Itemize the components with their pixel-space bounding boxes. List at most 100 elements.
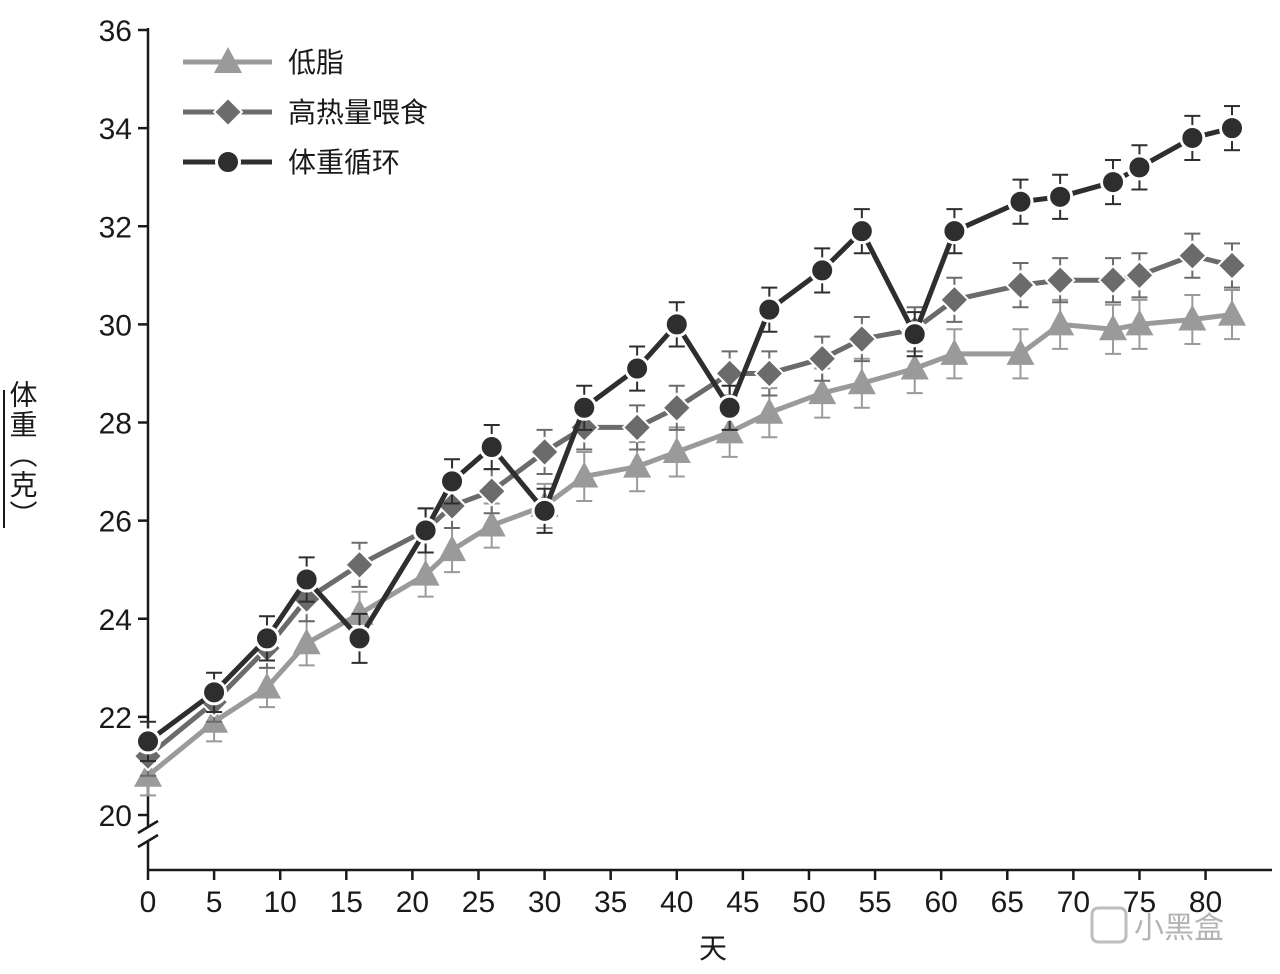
data-point bbox=[623, 451, 652, 478]
series-0 bbox=[134, 289, 1246, 797]
data-point bbox=[756, 296, 783, 323]
data-point bbox=[438, 535, 467, 562]
data-point bbox=[1218, 299, 1246, 326]
x-tick-label: 35 bbox=[594, 886, 627, 919]
data-point bbox=[1219, 115, 1245, 142]
axis-break-mark bbox=[137, 833, 159, 849]
x-tick-label: 0 bbox=[140, 886, 157, 919]
legend-item-2: 体重循环 bbox=[183, 146, 400, 179]
x-tick-label: 50 bbox=[792, 886, 825, 919]
data-point bbox=[662, 436, 691, 463]
legend-item-0: 低脂 bbox=[183, 46, 344, 79]
x-tick-label: 30 bbox=[528, 886, 561, 919]
data-point bbox=[477, 510, 506, 537]
data-point bbox=[624, 355, 651, 382]
legend-item-1: 高热量喂食 bbox=[183, 96, 428, 129]
data-point bbox=[293, 566, 320, 593]
data-point bbox=[570, 461, 599, 488]
legend-marker bbox=[214, 47, 242, 73]
data-point bbox=[716, 394, 743, 421]
x-tick-label: 65 bbox=[991, 886, 1024, 919]
data-point bbox=[529, 436, 560, 468]
y-tick-label: 26 bbox=[99, 506, 132, 539]
x-tick-label: 55 bbox=[858, 886, 891, 919]
x-axis-title: 天 bbox=[699, 932, 727, 965]
data-point bbox=[1097, 264, 1129, 296]
watermark-logo-icon bbox=[1090, 906, 1128, 944]
data-point bbox=[753, 358, 785, 389]
x-tick-label: 10 bbox=[264, 886, 297, 919]
data-point bbox=[201, 679, 228, 706]
data-point bbox=[1046, 309, 1075, 336]
data-point bbox=[846, 323, 878, 355]
y-tick-label: 32 bbox=[99, 211, 132, 244]
data-point bbox=[1176, 240, 1208, 272]
data-point bbox=[252, 672, 281, 699]
data-point bbox=[411, 559, 440, 586]
data-point bbox=[439, 468, 466, 495]
data-point bbox=[848, 218, 875, 245]
data-point bbox=[1179, 124, 1206, 151]
watermark-text: 小黑盒 bbox=[1134, 911, 1224, 946]
data-point bbox=[806, 343, 838, 375]
x-tick-label: 45 bbox=[726, 886, 759, 919]
y-axis-title: 体重（克） bbox=[6, 380, 39, 530]
legend-marker bbox=[212, 96, 244, 128]
data-point bbox=[253, 625, 280, 652]
data-point bbox=[476, 475, 508, 507]
y-tick-label: 30 bbox=[99, 309, 132, 342]
data-point bbox=[1216, 250, 1248, 281]
data-point bbox=[938, 284, 970, 316]
y-tick-label: 24 bbox=[99, 604, 132, 637]
data-point bbox=[940, 338, 969, 365]
y-tick-label: 34 bbox=[99, 113, 132, 146]
y-tick-label: 28 bbox=[99, 408, 132, 441]
x-tick-label: 40 bbox=[660, 886, 693, 919]
legend-label: 体重循环 bbox=[288, 146, 400, 179]
x-tick-label: 70 bbox=[1057, 886, 1090, 919]
data-point bbox=[1044, 264, 1076, 296]
data-point bbox=[1006, 338, 1035, 365]
data-point bbox=[1125, 309, 1154, 336]
data-point bbox=[1178, 304, 1207, 331]
data-point bbox=[571, 394, 598, 421]
data-point bbox=[531, 497, 558, 524]
data-point bbox=[412, 517, 439, 544]
data-point bbox=[847, 368, 876, 395]
watermark: 小黑盒 bbox=[1090, 906, 1224, 946]
data-point bbox=[621, 411, 653, 443]
axis-break-mark bbox=[137, 819, 159, 835]
x-tick-label: 25 bbox=[462, 886, 495, 919]
series-2 bbox=[135, 105, 1245, 763]
data-point bbox=[1100, 169, 1127, 196]
plot-area bbox=[132, 105, 1248, 797]
data-point bbox=[1099, 314, 1128, 341]
data-point bbox=[1047, 183, 1074, 210]
data-point bbox=[663, 311, 690, 338]
legend-label: 低脂 bbox=[288, 46, 344, 79]
data-point bbox=[1124, 259, 1155, 291]
data-point bbox=[941, 218, 968, 245]
data-point bbox=[346, 625, 373, 652]
y-tick-label: 36 bbox=[99, 15, 132, 48]
data-point bbox=[755, 397, 784, 424]
legend-label: 高热量喂食 bbox=[288, 96, 428, 129]
data-point bbox=[292, 628, 321, 655]
data-point bbox=[345, 598, 374, 625]
y-tick-label: 22 bbox=[99, 702, 132, 735]
data-point bbox=[1126, 154, 1153, 181]
x-tick-label: 80 bbox=[1189, 886, 1222, 919]
legend-marker bbox=[215, 149, 241, 175]
x-tick-label: 75 bbox=[1123, 886, 1156, 919]
series-1 bbox=[132, 232, 1248, 777]
x-tick-label: 15 bbox=[330, 886, 363, 919]
data-point bbox=[344, 549, 375, 581]
data-point bbox=[808, 378, 837, 405]
data-point bbox=[135, 728, 161, 755]
axes: 20 22 24 26 28 30 32 34 36 0 5 10 15 20 25 30 35 40 45 50 55… bbox=[99, 15, 1272, 919]
data-point bbox=[809, 257, 836, 284]
series-line bbox=[146, 312, 1233, 778]
x-tick-label: 60 bbox=[924, 886, 957, 919]
